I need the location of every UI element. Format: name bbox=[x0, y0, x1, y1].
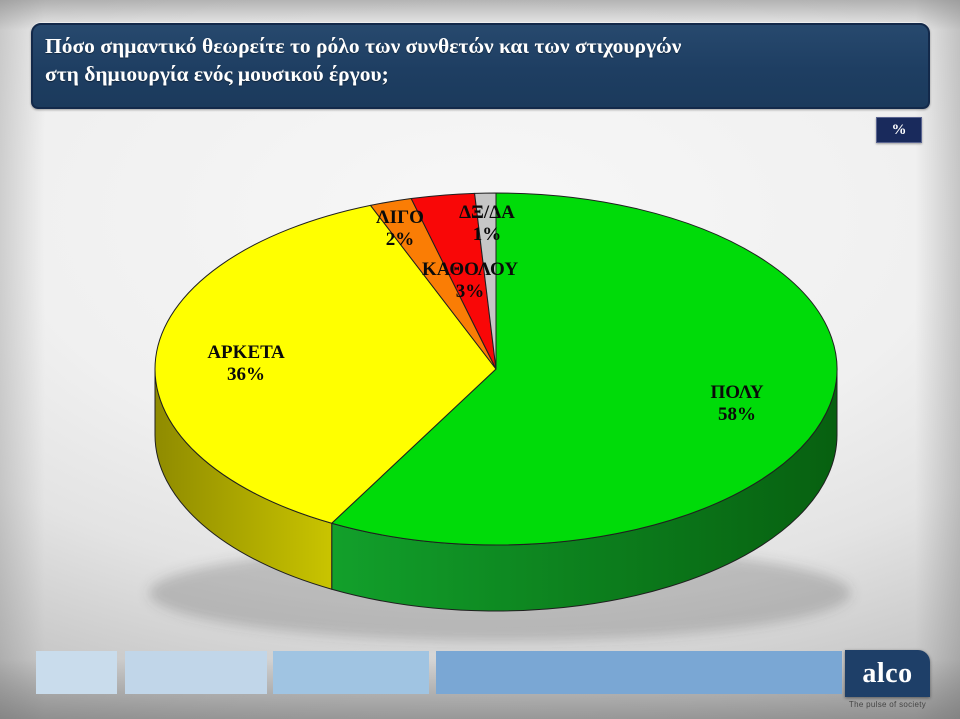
pie-slice-ΑΡΚΕΤΑ bbox=[154, 204, 497, 524]
alco-logo: alco bbox=[845, 650, 930, 697]
pie-slice-ΠΟΛΥ bbox=[331, 192, 838, 546]
question-title-line2: στη δημιουργία ενός μουσικού έργου; bbox=[45, 62, 389, 86]
footer-bar-2 bbox=[125, 651, 267, 694]
alco-logo-text: alco bbox=[862, 657, 913, 689]
footer-bar-1 bbox=[36, 651, 117, 694]
footer-bar-4 bbox=[436, 651, 842, 694]
logo-tagline: The pulse of society bbox=[848, 700, 927, 709]
percent-unit-badge: % bbox=[876, 117, 922, 143]
pie-slice-ΔΞ/ΔΑ bbox=[474, 192, 497, 370]
question-title-bar: Πόσο σημαντικό θεωρείτε το ρόλο των συνθ… bbox=[31, 23, 930, 109]
question-title-line1: Πόσο σημαντικό θεωρείτε το ρόλο των συνθ… bbox=[45, 34, 682, 58]
footer-bar-3 bbox=[273, 651, 429, 694]
